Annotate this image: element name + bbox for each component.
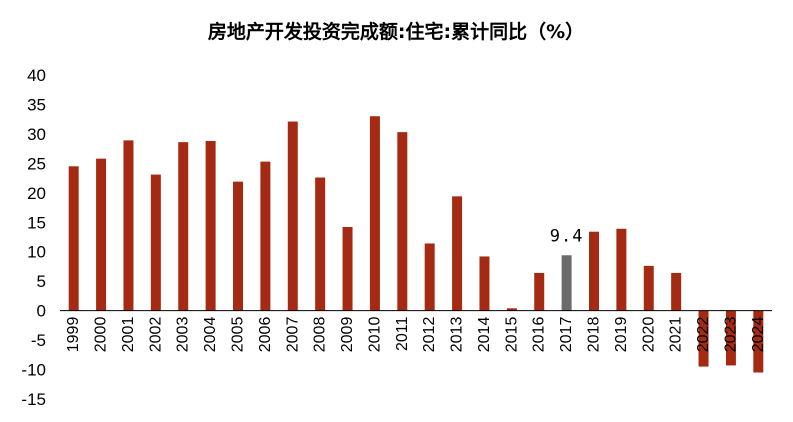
- x-tick-label: 2017: [558, 317, 575, 353]
- bar-2007: [287, 121, 298, 311]
- bar-1999: [68, 166, 79, 311]
- bar-2001: [123, 140, 134, 311]
- x-tick-label: 2016: [531, 317, 548, 353]
- x-tick-label: 2012: [421, 317, 438, 353]
- x-tick-label: 2003: [175, 317, 192, 353]
- y-tick-label: 15: [27, 213, 46, 232]
- bar-2014: [479, 256, 490, 311]
- chart-title: 房地产开发投资完成额:住宅:累计同比（%）: [208, 20, 584, 43]
- x-tick-label: 2024: [750, 317, 767, 353]
- x-tick-label: 2008: [312, 317, 329, 353]
- x-tick-label: 2014: [476, 317, 493, 353]
- y-tick-label: -5: [31, 331, 46, 350]
- bars: [68, 116, 764, 373]
- bar-2000: [96, 158, 107, 311]
- x-tick-label: 2007: [284, 317, 301, 353]
- bar-2023: [725, 310, 736, 366]
- bar-2020: [643, 265, 654, 311]
- bar-2018: [589, 231, 599, 311]
- data-label: 9.4: [550, 226, 584, 246]
- y-tick-label: 35: [27, 95, 46, 114]
- x-tick-label: 2018: [586, 317, 603, 353]
- y-tick-label: -15: [21, 390, 46, 409]
- x-tick-label: 2022: [695, 317, 712, 353]
- x-axis-ticks: 1999 2000 2001 2002 2003 2004 2005 2006 2007 2008…: [65, 317, 767, 353]
- bar-2003: [178, 142, 189, 311]
- x-tick-label: 2004: [202, 317, 219, 353]
- bar-2021: [671, 272, 682, 311]
- bar-2010: [369, 116, 380, 311]
- y-tick-label: 20: [27, 184, 46, 203]
- x-tick-label: 2006: [257, 317, 274, 353]
- y-tick-label: 10: [27, 243, 46, 262]
- bar-2022: [698, 310, 709, 367]
- bar-2024: [753, 310, 764, 373]
- y-tick-label: 40: [27, 66, 46, 85]
- x-tick-label: 2013: [449, 317, 466, 353]
- y-tick-label: 30: [27, 125, 46, 144]
- bar-2012: [424, 243, 435, 311]
- x-tick-label: 2009: [339, 317, 356, 353]
- y-axis-ticks: -15 -10 -5 0 5 10 15 20 25 30 35 40: [21, 66, 46, 409]
- x-tick-label: 2002: [147, 317, 164, 353]
- x-tick-label: 2020: [640, 317, 657, 353]
- x-tick-label: 2000: [93, 317, 110, 353]
- bar-2013: [452, 196, 463, 311]
- data-labels: 9.4: [550, 226, 584, 246]
- x-tick-label: 2015: [503, 317, 520, 353]
- y-tick-label: 0: [37, 302, 46, 321]
- bar-2005: [233, 181, 243, 311]
- y-tick-label: 25: [27, 154, 46, 173]
- y-tick-label: 5: [37, 272, 46, 291]
- bar-2011: [397, 132, 408, 311]
- y-tick-label: -10: [21, 361, 46, 380]
- x-tick-label: 2019: [613, 317, 630, 353]
- x-tick-label: 2021: [668, 317, 685, 353]
- x-tick-label: 2023: [722, 317, 739, 353]
- x-tick-label: 2001: [120, 317, 137, 353]
- x-tick-label: 2011: [394, 317, 411, 352]
- x-tick-label: 1999: [65, 317, 82, 353]
- bar-2002: [150, 174, 161, 311]
- bar-2009: [342, 226, 353, 311]
- x-tick-label: 2005: [230, 317, 247, 353]
- bar-2015: [506, 308, 517, 311]
- bar-2016: [534, 272, 545, 311]
- bar-2017: [561, 255, 572, 311]
- bar-2004: [205, 140, 216, 311]
- x-tick-label: 2010: [366, 317, 383, 353]
- bar-2008: [315, 177, 326, 311]
- bar-2019: [616, 228, 627, 311]
- bar-2006: [260, 161, 271, 311]
